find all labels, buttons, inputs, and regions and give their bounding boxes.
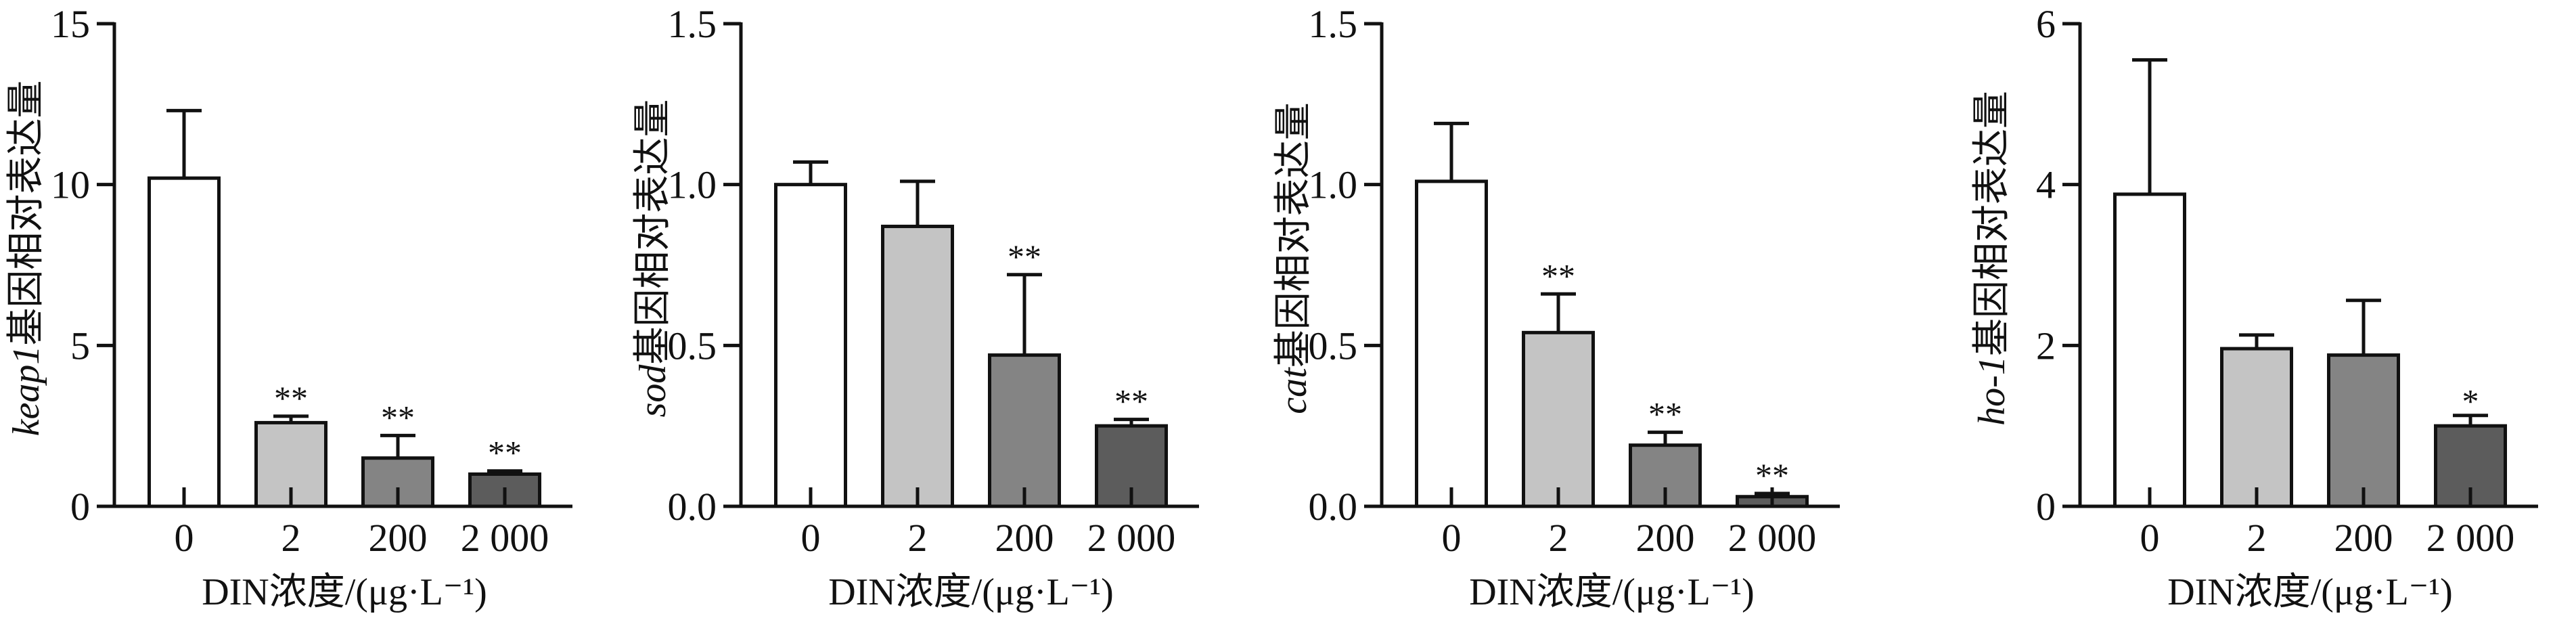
significance-marker: **	[1114, 382, 1148, 420]
y-tick-label: 10	[51, 163, 90, 207]
y-tick-label: 6	[2036, 2, 2056, 46]
y-tick-label: 0.0	[1309, 485, 1358, 529]
y-axis-label: ho-1基因相对表达量	[1971, 91, 2013, 426]
y-tick-label: 0.0	[668, 485, 717, 529]
panel-cat: 0 2 ** 200 ** 2 000 ** 0.0 0.5 1.0 1.5 cat基因相对表达量 DI…	[1273, 2, 1840, 613]
x-tick-label: 0	[2140, 516, 2160, 560]
y-axis-label-suffix: 基因相对表达量	[1971, 91, 2013, 356]
significance-marker: **	[1541, 257, 1575, 294]
y-axis-label-suffix: 基因相对表达量	[632, 100, 674, 365]
y-tick-label: 5	[70, 324, 90, 368]
bar	[2327, 353, 2400, 508]
y-axis-label-suffix: 基因相对表达量	[1273, 102, 1315, 368]
y-axis-label-gene: keap1	[5, 346, 47, 437]
y-tick-label: 1.0	[1309, 163, 1358, 207]
bar	[988, 353, 1061, 508]
significance-marker: **	[381, 398, 415, 436]
y-tick-label: 0.5	[1309, 324, 1358, 368]
x-tick-label: 2	[2247, 516, 2267, 560]
bar	[1415, 179, 1488, 508]
x-tick-label: 200	[1636, 516, 1695, 560]
x-tick-label: 2	[908, 516, 928, 560]
bar	[2113, 192, 2186, 508]
bar	[148, 176, 221, 508]
y-axis-label: sod基因相对表达量	[632, 100, 674, 418]
x-tick-label: 0	[1442, 516, 1462, 560]
y-tick-label: 4	[2036, 163, 2056, 207]
y-tick-label: 1.5	[1309, 2, 1358, 46]
y-tick-label: 0	[70, 485, 90, 529]
x-tick-label: 200	[2334, 516, 2393, 560]
bar	[774, 183, 847, 508]
x-tick-label: 2 000	[461, 516, 549, 560]
bar	[1522, 330, 1595, 508]
x-tick-label: 2	[281, 516, 301, 560]
x-tick-label: 200	[995, 516, 1054, 560]
significance-marker: **	[1008, 238, 1041, 275]
y-tick-label: 0	[2036, 485, 2056, 529]
y-axis-label-gene: ho-1	[1971, 356, 2013, 426]
x-axis-label: DIN浓度/(μg·L⁻¹)	[202, 571, 487, 613]
y-tick-label: 0.5	[668, 324, 717, 368]
x-axis-label: DIN浓度/(μg·L⁻¹)	[2167, 571, 2453, 613]
x-tick-label: 2 000	[1087, 516, 1176, 560]
y-axis-label-gene: cat	[1273, 367, 1315, 414]
significance-marker: **	[274, 379, 308, 417]
bar	[2220, 347, 2293, 508]
y-axis-label-suffix: 基因相对表达量	[5, 81, 47, 346]
y-tick-label: 2	[2036, 324, 2056, 368]
x-tick-label: 0	[175, 516, 194, 560]
y-tick-label: 1.5	[668, 2, 717, 46]
x-tick-label: 2 000	[2426, 516, 2515, 560]
significance-marker: **	[1648, 395, 1682, 433]
y-axis-label: cat基因相对表达量	[1273, 102, 1315, 414]
x-axis-label: DIN浓度/(μg·L⁻¹)	[828, 571, 1114, 613]
significance-marker: **	[488, 434, 522, 472]
y-axis-label-gene: sod	[632, 364, 674, 418]
x-tick-label: 2 000	[1728, 516, 1817, 560]
significance-marker: *	[2462, 382, 2479, 420]
x-tick-label: 2	[1549, 516, 1568, 560]
x-tick-label: 0	[801, 516, 821, 560]
panel-keap1: 0 2**200**2 000**051015keap1基因相对表达量DIN浓度/…	[5, 2, 572, 613]
x-tick-label: 200	[369, 516, 428, 560]
significance-marker: **	[1755, 456, 1789, 494]
y-tick-label: 1.0	[668, 163, 717, 207]
panel-ho-1: 0 2 200 2 000 * 0 2 4 6 ho-1基因相对表达量 DIN浓度/(μg·L⁻¹)	[1971, 2, 2538, 613]
x-axis-label: DIN浓度/(μg·L⁻¹)	[1469, 571, 1755, 613]
y-tick-label: 15	[51, 2, 90, 46]
bar	[881, 224, 954, 508]
panel-sod: 0 2 200 ** 2 000 ** 0.0 0.5 1.0 1.5 sod基因相对表达量 DIN浓…	[632, 2, 1199, 613]
y-axis-label: keap1基因相对表达量	[5, 81, 47, 437]
